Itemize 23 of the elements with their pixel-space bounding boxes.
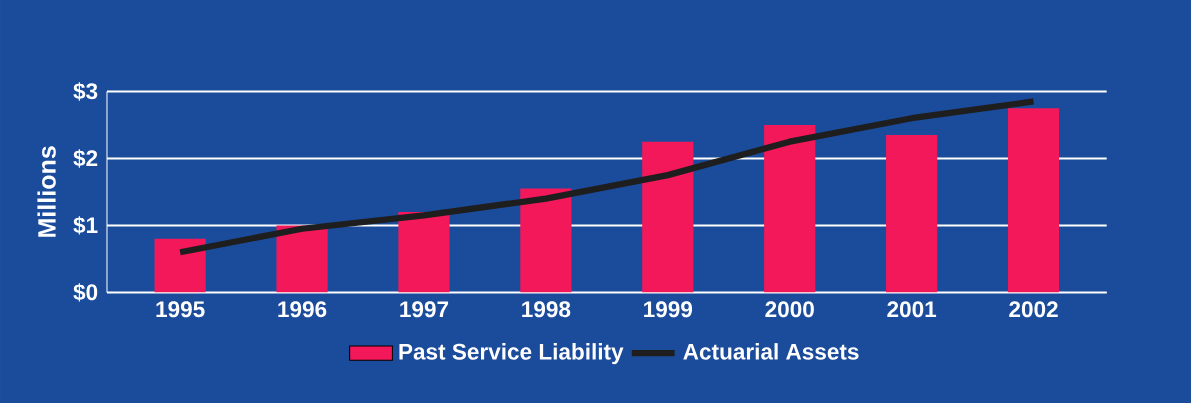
bar bbox=[642, 141, 694, 293]
legend-label: Past Service Liability bbox=[399, 343, 624, 365]
bar bbox=[1007, 108, 1060, 293]
y-tick-label: $0 bbox=[73, 283, 98, 302]
x-tick-label: 2000 bbox=[765, 301, 814, 318]
legend-label: Actuarial Assets bbox=[683, 343, 859, 360]
x-tick-label: 1998 bbox=[522, 301, 571, 318]
y-tick-label: $1 bbox=[73, 216, 98, 235]
y-tick-label: $3 bbox=[73, 82, 98, 101]
x-tick-label: 1996 bbox=[278, 301, 327, 318]
bar bbox=[886, 134, 938, 293]
bar bbox=[398, 212, 450, 293]
x-tick-label: 1999 bbox=[644, 301, 693, 318]
bar bbox=[276, 225, 328, 293]
x-tick-label: 1997 bbox=[400, 301, 449, 318]
bar bbox=[520, 188, 572, 293]
bar bbox=[154, 238, 206, 293]
bar bbox=[764, 124, 816, 293]
x-tick-label: 1995 bbox=[156, 301, 205, 318]
x-tick-label: 2001 bbox=[887, 301, 937, 318]
x-tick-label: 2002 bbox=[1009, 301, 1058, 318]
y-axis-title: Millions bbox=[37, 146, 56, 237]
y-tick-label: $2 bbox=[73, 149, 98, 168]
